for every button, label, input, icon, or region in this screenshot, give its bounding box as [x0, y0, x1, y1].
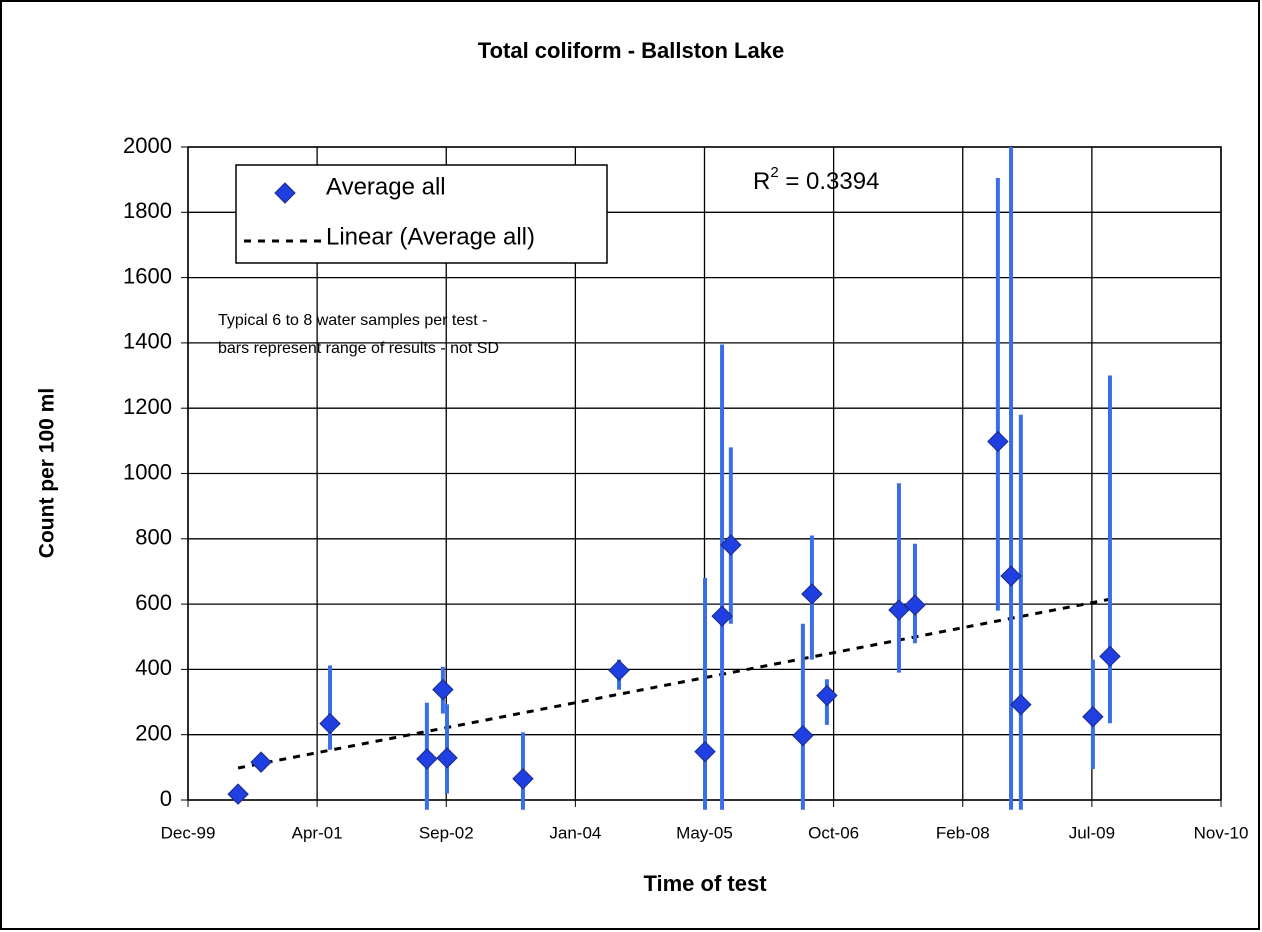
y-tick-label: 1000	[123, 459, 172, 484]
y-tick-label: 200	[135, 721, 172, 746]
data-point	[227, 783, 249, 805]
data-point	[416, 748, 438, 770]
data-point	[512, 768, 534, 790]
legend-box	[235, 164, 608, 264]
x-tick-label: May-05	[676, 823, 733, 842]
note-line: Typical 6 to 8 water samples per test -	[218, 312, 487, 329]
y-tick-label: 1400	[123, 329, 172, 354]
y-tick-label: 1800	[123, 198, 172, 223]
data-point	[432, 678, 454, 701]
data-point	[720, 534, 742, 556]
x-tick-label: Nov-10	[1194, 823, 1249, 842]
data-point	[1010, 693, 1032, 716]
data-point	[694, 740, 716, 763]
data-point	[436, 747, 458, 769]
data-point	[801, 583, 823, 605]
y-tick-label: 800	[135, 525, 172, 550]
data-point	[608, 659, 630, 682]
y-tick-label: 1200	[123, 394, 172, 419]
r-superscript: 2	[770, 164, 778, 181]
r-value: = 0.3394	[779, 168, 880, 195]
data-point	[1000, 565, 1022, 587]
x-tick-label: Dec-99	[161, 823, 216, 842]
data-point	[250, 751, 272, 773]
y-axis-label: Count per 100 ml	[36, 388, 59, 558]
data-point	[1082, 706, 1104, 728]
data-point	[904, 594, 926, 616]
x-tick-label: Oct-06	[808, 823, 859, 842]
x-tick-label: Jul-09	[1069, 823, 1115, 842]
data-point	[792, 724, 814, 747]
legend-label: Average all	[326, 173, 446, 200]
x-axis-label: Time of test	[643, 871, 767, 896]
note-line: bars represent range of results - not SD	[218, 340, 499, 357]
data-point	[1099, 645, 1121, 668]
y-tick-label: 2000	[123, 133, 172, 158]
y-tick-label: 1600	[123, 263, 172, 288]
x-tick-label: Jan-04	[549, 823, 601, 842]
y-tick-label: 0	[160, 786, 172, 811]
legend-label: Linear (Average all)	[326, 223, 535, 250]
r-symbol: R	[753, 168, 770, 195]
x-tick-label: Feb-08	[936, 823, 990, 842]
data-point	[711, 605, 733, 627]
y-tick-label: 400	[135, 655, 172, 680]
chart-title: Total coliform - Ballston Lake	[478, 38, 784, 63]
x-tick-label: Sep-02	[419, 823, 474, 842]
data-point	[816, 684, 838, 707]
legend-marker	[274, 182, 296, 204]
data-point	[319, 712, 341, 735]
data-point	[987, 430, 1009, 453]
r-squared: R2 = 0.3394	[753, 164, 879, 195]
y-tick-label: 600	[135, 590, 172, 615]
x-tick-label: Apr-01	[292, 823, 343, 842]
data-point	[888, 599, 910, 621]
